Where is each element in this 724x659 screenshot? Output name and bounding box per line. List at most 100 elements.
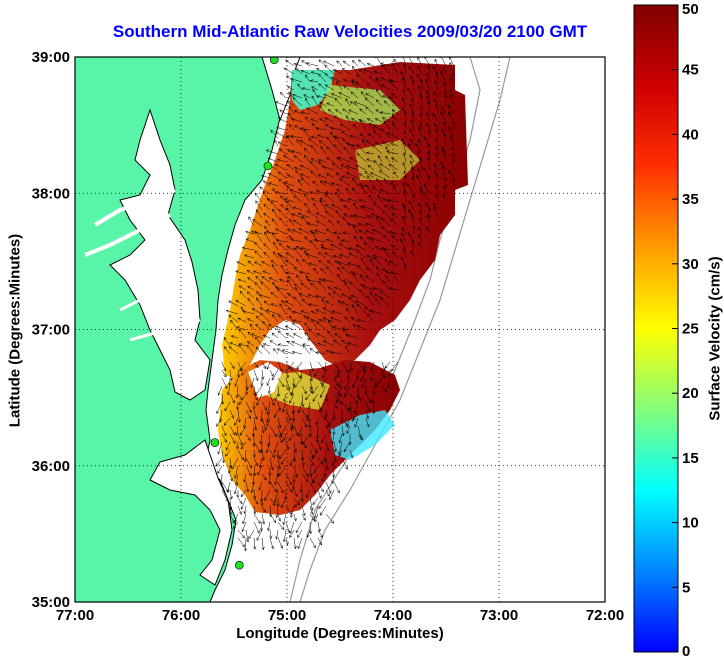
velocity-arrow-head <box>320 478 324 482</box>
velocity-arrow-head <box>382 374 386 379</box>
velocity-arrow <box>352 273 359 283</box>
velocity-arrow-head <box>378 170 383 174</box>
velocity-arrow <box>218 441 223 455</box>
velocity-arrow-head <box>368 194 372 199</box>
velocity-arrow-head <box>449 89 453 93</box>
velocity-arrow <box>278 171 287 179</box>
velocity-arrow <box>286 272 295 275</box>
velocity-arrow-head <box>339 253 343 257</box>
velocity-arrow <box>245 537 247 551</box>
velocity-arrow-head <box>271 332 275 336</box>
velocity-arrow <box>336 220 343 227</box>
velocity-arrow <box>352 177 359 187</box>
velocity-arrow-head <box>236 326 240 330</box>
velocity-arrow <box>417 150 423 163</box>
velocity-arrow <box>309 481 317 494</box>
velocity-arrow-head <box>309 390 313 394</box>
velocity-arrow <box>390 92 399 99</box>
velocity-arrow-head <box>353 323 357 328</box>
velocity-arrow-head <box>319 512 323 516</box>
velocity-arrow-head <box>391 62 395 67</box>
velocity-arrow-head <box>330 316 334 320</box>
velocity-arrow <box>293 333 303 339</box>
velocity-arrow <box>440 106 447 115</box>
velocity-arrow <box>426 122 431 131</box>
velocity-arrow <box>339 433 343 444</box>
velocity-arrow <box>325 489 330 497</box>
velocity-arrow-head <box>402 152 406 156</box>
velocity-arrow-head <box>286 86 291 90</box>
radar-station-marker <box>210 438 220 447</box>
velocity-arrow-head <box>319 197 324 201</box>
velocity-arrow-head <box>383 178 387 182</box>
velocity-arrow <box>333 385 342 397</box>
velocity-arrow <box>418 233 423 243</box>
velocity-arrow-head <box>223 374 227 378</box>
velocity-arrow-head <box>403 170 407 174</box>
velocity-arrow <box>391 62 399 75</box>
velocity-arrow <box>392 109 399 115</box>
velocity-arrow <box>279 148 287 155</box>
velocity-arrow <box>410 119 415 131</box>
velocity-arrow-head <box>313 238 318 242</box>
velocity-arrow <box>304 236 311 243</box>
velocity-arrow <box>278 178 287 187</box>
velocity-arrow <box>436 72 439 83</box>
velocity-arrow-head <box>393 58 397 63</box>
velocity-arrow <box>291 385 295 396</box>
velocity-arrow <box>334 98 343 107</box>
velocity-arrow <box>274 489 279 503</box>
velocity-arrow <box>292 351 303 355</box>
velocity-arrow <box>292 219 303 227</box>
velocity-arrow <box>346 172 359 179</box>
velocity-arrow <box>314 505 319 519</box>
velocity-arrow <box>280 457 287 465</box>
velocity-arrow-head <box>254 250 258 254</box>
velocity-arrow-head <box>366 62 371 66</box>
velocity-arrow-head <box>277 171 282 175</box>
velocity-arrow-head <box>372 254 376 258</box>
velocity-arrow-head <box>365 184 369 188</box>
velocity-arrow-head <box>265 449 269 454</box>
velocity-arrow-head <box>356 74 360 78</box>
velocity-arrow-head <box>257 471 261 476</box>
velocity-arrow-head <box>243 458 248 463</box>
velocity-arrow-head <box>410 75 414 79</box>
velocity-arrow <box>266 409 271 423</box>
velocity-arrow-head <box>297 534 301 538</box>
velocity-arrow-head <box>304 424 308 428</box>
velocity-arrow-head <box>372 186 376 190</box>
velocity-arrow-head <box>238 344 242 348</box>
velocity-arrow <box>419 122 423 131</box>
velocity-arrow <box>216 417 223 427</box>
velocity-arrow <box>369 75 375 83</box>
velocity-arrow <box>270 129 279 139</box>
velocity-arrow <box>412 240 415 251</box>
velocity-arrow <box>314 239 327 243</box>
velocity-arrow-head <box>224 439 227 443</box>
velocity-arrow-head <box>300 173 304 177</box>
velocity-arrow <box>333 361 340 373</box>
velocity-arrow <box>248 529 255 539</box>
velocity-arrow <box>342 108 351 115</box>
velocity-arrow <box>277 253 287 259</box>
velocity-arrow-head <box>388 164 392 168</box>
velocity-arrow <box>343 85 351 91</box>
velocity-arrow-head <box>273 488 277 493</box>
velocity-arrow-head <box>331 203 335 207</box>
velocity-arrow-head <box>320 267 324 272</box>
velocity-arrow <box>244 254 255 259</box>
velocity-arrow <box>356 244 367 251</box>
velocity-arrow <box>343 60 351 67</box>
velocity-arrow <box>380 77 391 83</box>
velocity-arrow-head <box>339 178 343 182</box>
velocity-arrow-head <box>356 250 360 254</box>
velocity-arrow <box>235 473 239 486</box>
velocity-arrow-head <box>318 59 322 63</box>
velocity-arrow <box>320 146 327 155</box>
radar-station-marker <box>263 161 273 171</box>
velocity-arrow-head <box>247 297 251 302</box>
velocity-arrow <box>403 141 407 155</box>
velocity-arrow-head <box>383 120 387 124</box>
velocity-arrow-head <box>306 278 310 282</box>
